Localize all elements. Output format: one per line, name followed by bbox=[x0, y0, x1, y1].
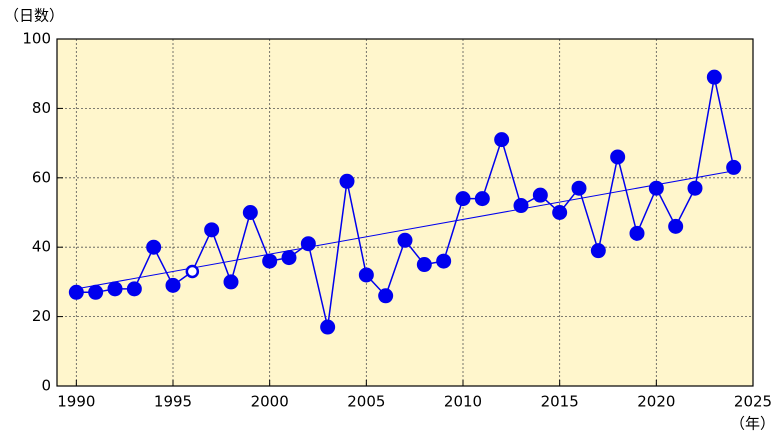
data-point bbox=[281, 250, 297, 266]
data-point bbox=[358, 267, 374, 283]
y-tick-label: 60 bbox=[32, 168, 51, 186]
data-point bbox=[242, 205, 258, 220]
x-tick-label: 1990 bbox=[57, 393, 95, 411]
trend-line bbox=[76, 170, 734, 290]
x-tick-label: 2020 bbox=[637, 393, 675, 411]
x-tick-label: 2025 bbox=[734, 393, 772, 411]
data-point bbox=[436, 253, 452, 269]
data-point bbox=[204, 222, 220, 238]
data-point bbox=[126, 281, 142, 297]
x-tick-label: 2015 bbox=[541, 393, 579, 411]
data-point bbox=[552, 205, 568, 220]
data-point bbox=[223, 274, 239, 290]
y-tick-label: 80 bbox=[32, 99, 51, 117]
data-point bbox=[455, 191, 471, 207]
x-tick-label: 2005 bbox=[347, 393, 385, 411]
plot-background bbox=[57, 39, 753, 386]
data-point bbox=[610, 149, 626, 165]
data-point bbox=[339, 173, 355, 189]
y-tick-label: 0 bbox=[41, 377, 51, 395]
x-tick-label: 2010 bbox=[444, 393, 482, 411]
y-axis-label: （日数） bbox=[4, 7, 64, 25]
data-point bbox=[648, 180, 664, 196]
y-tick-label: 20 bbox=[32, 307, 51, 325]
data-point bbox=[320, 319, 336, 335]
data-point bbox=[378, 288, 394, 304]
data-point bbox=[629, 225, 645, 241]
x-tick-label: 2000 bbox=[251, 393, 289, 411]
data-point bbox=[107, 281, 123, 297]
data-point bbox=[706, 69, 722, 85]
x-tick-label: 1995 bbox=[154, 393, 192, 411]
plot-frame bbox=[56, 38, 754, 387]
data-point bbox=[416, 257, 432, 273]
data-point bbox=[262, 253, 278, 269]
data-point bbox=[668, 218, 684, 234]
data-point bbox=[88, 284, 104, 300]
data-point bbox=[146, 239, 162, 255]
data-point bbox=[590, 243, 606, 259]
data-point bbox=[571, 180, 587, 196]
data-point bbox=[474, 191, 490, 207]
data-point bbox=[687, 180, 703, 196]
data-point bbox=[68, 284, 84, 300]
data-point bbox=[300, 236, 316, 252]
x-axis-label: （年） bbox=[730, 415, 775, 433]
data-point bbox=[494, 132, 510, 148]
data-point bbox=[185, 264, 200, 279]
data-point bbox=[726, 159, 742, 175]
data-point bbox=[513, 198, 529, 214]
data-point bbox=[397, 232, 413, 248]
y-tick-label: 40 bbox=[32, 238, 51, 256]
y-tick-label: 100 bbox=[22, 30, 51, 48]
data-point bbox=[532, 187, 548, 203]
data-point bbox=[165, 277, 181, 293]
